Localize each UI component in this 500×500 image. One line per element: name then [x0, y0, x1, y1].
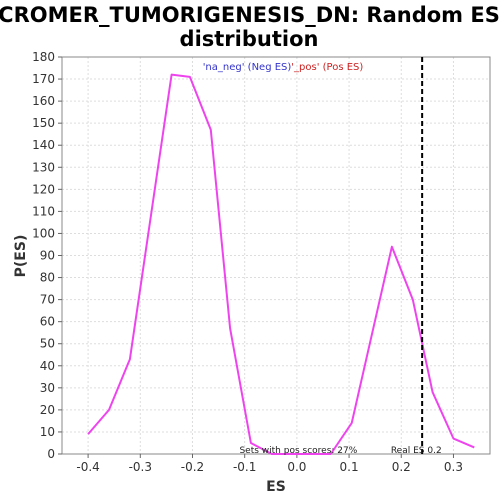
y-tick-label: 150	[32, 116, 55, 130]
legend-separator: '	[291, 62, 294, 73]
x-tick-label: -0.3	[129, 460, 152, 474]
real-es-annotation: Real ES 0.2	[391, 446, 442, 456]
y-tick-label: 130	[32, 160, 55, 174]
es-distribution-series-line	[87, 73, 475, 455]
y-tick-label: 30	[40, 381, 55, 395]
x-tick-label: 0.2	[392, 460, 411, 474]
y-tick-label: 170	[32, 72, 55, 86]
legend-neg-entry: 'na_neg' (Neg ES)	[203, 62, 292, 73]
y-tick-label: 180	[32, 50, 55, 64]
y-tick-label: 60	[40, 315, 55, 329]
x-axis-label: ES	[266, 479, 286, 495]
x-tick-label: -0.1	[233, 460, 256, 474]
pos-scores-annotation: Sets with pos scores: 27%	[239, 446, 357, 456]
y-tick-label: 40	[40, 359, 55, 373]
y-tick-label: 80	[40, 271, 55, 285]
x-tick-label: -0.4	[76, 460, 99, 474]
legend-pos-entry: _pos' (Pos ES)	[293, 62, 363, 73]
y-tick-label: 140	[32, 138, 55, 152]
y-tick-label: 70	[40, 293, 55, 307]
y-tick-label: 110	[32, 204, 55, 218]
y-tick-label: 10	[40, 425, 55, 439]
x-tick-label: 0.1	[340, 460, 359, 474]
y-tick-label: 100	[32, 226, 55, 240]
y-tick-label: 0	[47, 447, 55, 461]
y-tick-label: 90	[40, 249, 55, 263]
y-tick-label: 160	[32, 94, 55, 108]
y-tick-label: 50	[40, 337, 55, 351]
x-tick-label: 0.3	[444, 460, 463, 474]
x-tick-label: -0.2	[181, 460, 204, 474]
tick-layer: 0 10 20 30 40 50 60 70 80 90 100 110 120 130 140 150 160…	[32, 50, 463, 474]
legend: 'na_neg' (Neg ES)'_pos' (Pos ES)	[203, 62, 364, 73]
y-tick-label: 20	[40, 403, 55, 417]
x-tick-label: 0.0	[287, 460, 306, 474]
chart-title-line-1: CROMER_TUMORIGENESIS_DN: Random ES	[0, 3, 500, 27]
chart-title-line-2: distribution	[180, 27, 319, 51]
y-tick-label: 120	[32, 182, 55, 196]
grid-layer	[62, 56, 490, 455]
y-axis-label: P(ES)	[13, 235, 29, 278]
series-layer	[87, 73, 475, 455]
